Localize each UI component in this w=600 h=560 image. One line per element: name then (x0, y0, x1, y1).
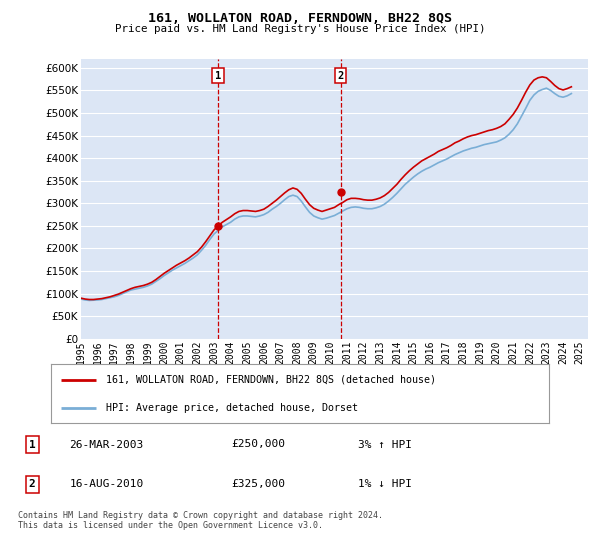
Text: £250,000: £250,000 (231, 440, 285, 450)
Text: 1: 1 (29, 440, 35, 450)
Text: 161, WOLLATON ROAD, FERNDOWN, BH22 8QS: 161, WOLLATON ROAD, FERNDOWN, BH22 8QS (148, 12, 452, 25)
Text: 2: 2 (338, 71, 344, 81)
Text: 16-AUG-2010: 16-AUG-2010 (70, 479, 144, 489)
Text: HPI: Average price, detached house, Dorset: HPI: Average price, detached house, Dors… (106, 403, 358, 413)
Text: 1% ↓ HPI: 1% ↓ HPI (358, 479, 412, 489)
Text: £325,000: £325,000 (231, 479, 285, 489)
Text: Price paid vs. HM Land Registry's House Price Index (HPI): Price paid vs. HM Land Registry's House … (115, 24, 485, 34)
Text: 1: 1 (215, 71, 221, 81)
Text: 2: 2 (29, 479, 35, 489)
Text: 3% ↑ HPI: 3% ↑ HPI (358, 440, 412, 450)
Text: Contains HM Land Registry data © Crown copyright and database right 2024.
This d: Contains HM Land Registry data © Crown c… (18, 511, 383, 530)
Text: 161, WOLLATON ROAD, FERNDOWN, BH22 8QS (detached house): 161, WOLLATON ROAD, FERNDOWN, BH22 8QS (… (106, 375, 436, 385)
Text: 26-MAR-2003: 26-MAR-2003 (70, 440, 144, 450)
